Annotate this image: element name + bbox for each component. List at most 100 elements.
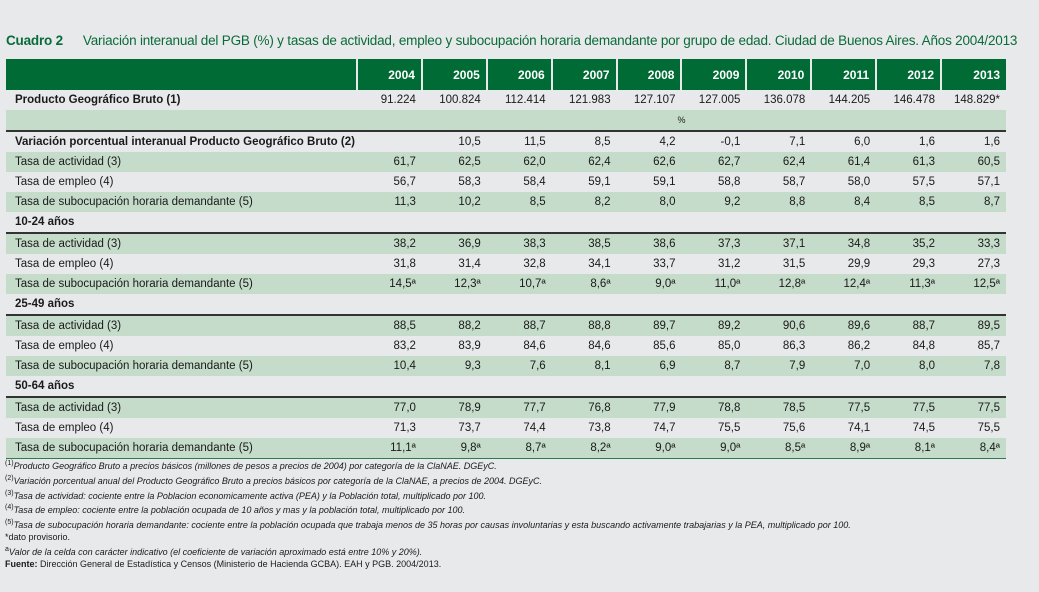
row-label: Tasa de subocupación horaria demandante …: [6, 192, 358, 212]
footnote-text: *dato provisorio.: [5, 531, 71, 542]
value-cell: 7,6: [486, 356, 552, 376]
data-table: 2004 2005 2006 2007 2008 2009 2010 2011 2012 2013…: [6, 59, 1006, 459]
row-label: Tasa de empleo (4): [15, 340, 114, 352]
value-cell: 75,5: [977, 422, 1000, 434]
value-cell: 89,7: [616, 314, 682, 336]
value-cell: 89,2: [681, 314, 747, 336]
value-cell: 77,5: [811, 396, 877, 418]
value-cell: 56,7: [393, 176, 416, 188]
value-cell: 7,1: [746, 130, 812, 152]
value-cell: 31,5: [782, 258, 806, 270]
table-row: Tasa de subocupación horaria demandante …: [6, 356, 1006, 376]
value-cell: 83,2: [393, 340, 416, 352]
value-cell: 84,6: [588, 340, 611, 352]
table-row: Tasa de subocupación horaria demandante …: [6, 192, 1006, 212]
value-cell: 78,8: [681, 396, 747, 418]
value-cell: [811, 212, 876, 233]
value-cell: 73,7: [458, 422, 481, 434]
table-number: Cuadro 2: [6, 33, 63, 48]
row-label: Tasa de subocupación horaria demandante …: [6, 356, 358, 376]
value-cell: 77,7: [486, 396, 552, 418]
value-cell: 62,7: [681, 152, 747, 172]
value-cell: 76,8: [551, 396, 617, 418]
value-cell: -0,1: [681, 130, 747, 152]
value-cell: 71,3: [393, 422, 416, 434]
value-cell: 8,4: [811, 192, 877, 212]
footnote-text: Tasa de empleo: cociente entre la poblac…: [13, 505, 466, 516]
table-row: Tasa de empleo (4) 71,3 73,7 74,4 73,8 74,7 75…: [6, 418, 1006, 438]
value-cell: [617, 212, 682, 233]
value-cell: 9,0ª: [616, 438, 682, 459]
value-cell: 38,6: [616, 232, 682, 254]
value-cell: 38,5: [551, 232, 617, 254]
value-cell: 77,9: [616, 396, 682, 418]
header-label-cell: [6, 59, 358, 90]
value-cell: 8,5ª: [746, 438, 812, 459]
value-cell: 62,6: [616, 152, 682, 172]
row-label: 50-64 años: [15, 380, 75, 392]
value-cell: 58,7: [782, 176, 806, 188]
value-cell: 11,3ª: [876, 274, 942, 294]
value-cell: 91.224: [380, 94, 416, 106]
year-header: 2004: [356, 59, 422, 90]
value-cell: 146.478: [893, 94, 936, 106]
value-cell: 37,1: [746, 232, 812, 254]
value-cell: 73,8: [588, 422, 611, 434]
row-label: Tasa de empleo (4): [15, 176, 114, 188]
value-cell: 86,3: [782, 340, 806, 352]
value-cell: 61,3: [876, 152, 942, 172]
value-cell: 9,0ª: [616, 274, 682, 294]
value-cell: 29,9: [847, 258, 871, 270]
value-cell: 33,3: [941, 232, 1006, 254]
year-header: 2010: [745, 59, 812, 90]
value-cell: 58,0: [847, 176, 871, 188]
value-cell: 34,8: [811, 232, 877, 254]
value-cell: [876, 294, 941, 315]
value-cell: 11,3: [357, 192, 422, 212]
value-cell: 77,5: [941, 396, 1006, 418]
value-cell: [811, 376, 876, 397]
row-label: Tasa de actividad (3): [6, 396, 358, 418]
value-cell: 9,3: [421, 356, 487, 376]
value-cell: [617, 294, 682, 315]
value-cell: 4,2: [616, 130, 682, 152]
value-cell: 136.078: [763, 94, 806, 106]
value-cell: 74,7: [653, 422, 676, 434]
value-cell: [552, 376, 617, 397]
table-row: Tasa de subocupación horaria demandante …: [6, 438, 1006, 459]
value-cell: 8,4ª: [941, 438, 1006, 459]
value-cell: 7,8: [941, 356, 1006, 376]
value-cell: 84,6: [523, 340, 546, 352]
footnote-text: Tasa de actividad: cociente entre la Pob…: [13, 490, 486, 501]
value-cell: 31,2: [717, 258, 741, 270]
year-header: 2006: [485, 59, 552, 90]
value-cell: [487, 212, 552, 233]
value-cell: 127.107: [633, 94, 676, 106]
value-cell: [876, 212, 941, 233]
value-cell: 14,5ª: [357, 274, 422, 294]
value-cell: 12,4ª: [811, 274, 877, 294]
table-row: 10-24 años: [6, 212, 1006, 233]
value-cell: 8,7: [941, 192, 1006, 212]
footnote-mark: (4): [5, 504, 14, 512]
value-cell: 33,7: [653, 258, 676, 270]
value-cell: [617, 376, 682, 397]
value-cell: [487, 294, 552, 315]
value-cell: [357, 212, 422, 233]
value-cell: 77,5: [876, 396, 942, 418]
footnote-text: Tasa de subocupación horaria demandante:…: [13, 520, 851, 531]
footnote-mark: (5): [5, 519, 14, 527]
value-cell: 61,7: [357, 152, 422, 172]
value-cell: 10,2: [421, 192, 487, 212]
header-row: 2004 2005 2006 2007 2008 2009 2010 2011 2012 2013: [6, 59, 1006, 90]
value-cell: [746, 212, 811, 233]
value-cell: 57,5: [912, 176, 936, 188]
value-cell: 62,0: [486, 152, 552, 172]
value-cell: 77,0: [357, 396, 422, 418]
value-cell: 90,6: [746, 314, 812, 336]
value-cell: 75,5: [717, 422, 741, 434]
value-cell: 1,6: [876, 130, 942, 152]
value-cell: [552, 294, 617, 315]
table-row: Tasa de subocupación horaria demandante …: [6, 274, 1006, 294]
value-cell: 38,2: [357, 232, 422, 254]
